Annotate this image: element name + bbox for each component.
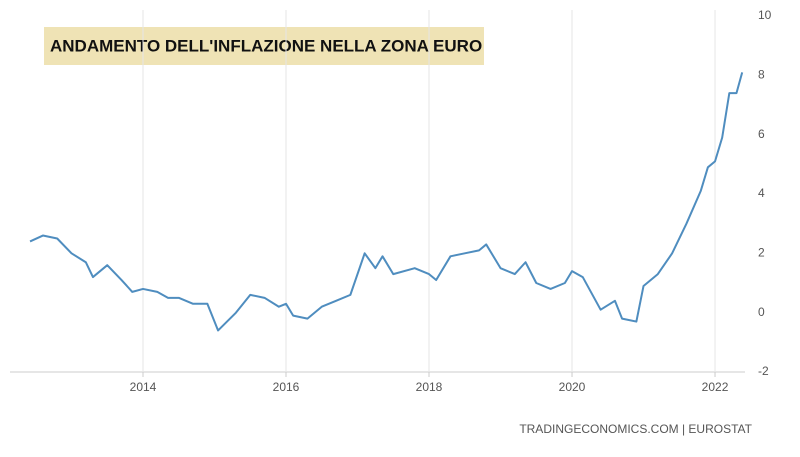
x-tick-label: 2018	[416, 380, 443, 394]
chart-title: ANDAMENTO DELL'INFLAZIONE NELLA ZONA EUR…	[50, 36, 482, 55]
y-tick-label: 0	[758, 305, 765, 319]
y-tick-label: 4	[758, 186, 765, 200]
x-tick-label: 2022	[702, 380, 729, 394]
line-series	[29, 72, 744, 332]
y-tick-label: 2	[758, 246, 765, 260]
y-tick-label: -2	[758, 364, 769, 378]
x-tick-label: 2014	[130, 380, 157, 394]
source: TRADINGECONOMICS.COM | EUROSTAT	[519, 422, 752, 436]
title-box	[44, 27, 484, 65]
y-tick-label: 8	[758, 68, 765, 82]
x-tick-label: 2016	[273, 380, 300, 394]
y-tick-label: 10	[758, 8, 772, 22]
y-tick-label: 6	[758, 127, 765, 141]
x-tick-label: 2020	[559, 380, 586, 394]
